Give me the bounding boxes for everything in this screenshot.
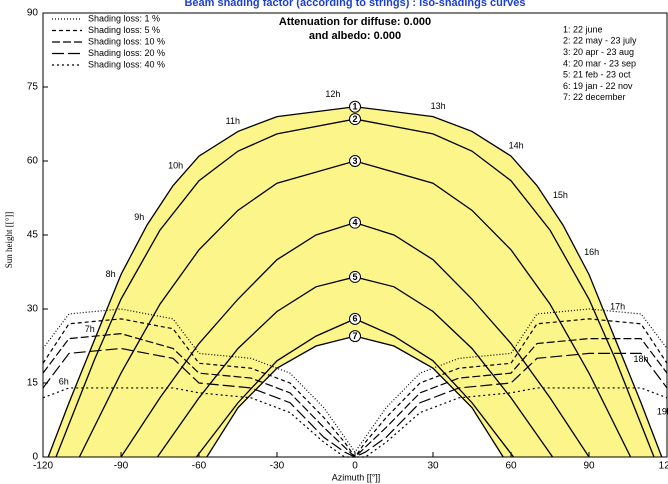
- y-tick-label: 0: [32, 452, 38, 463]
- date-legend-entry: 6: 19 jan - 22 nov: [563, 81, 633, 91]
- date-marker: [349, 312, 361, 325]
- hour-label: 11h: [226, 116, 240, 126]
- hour-label: 13h: [431, 101, 446, 111]
- hour-label: 10h: [168, 160, 183, 170]
- shading-curve: [42, 387, 668, 458]
- legend-box: [44, 14, 192, 78]
- hour-label: 18h: [633, 354, 648, 364]
- x-tick-label: 60: [505, 461, 517, 472]
- legend-label: Shading loss: 5 %: [88, 25, 160, 35]
- x-tick-label: 30: [427, 461, 439, 472]
- date-marker: [349, 216, 361, 229]
- y-tick-label: 15: [27, 378, 39, 389]
- y-tick-label: 45: [27, 230, 39, 241]
- x-axis-label: Azimuth [[°]]: [332, 472, 381, 482]
- subtitle: and albedo: 0.000: [309, 30, 401, 42]
- date-legend-entry: 2: 22 may - 23 july: [563, 36, 637, 46]
- date-marker: [349, 330, 361, 343]
- hour-label: 16h: [584, 247, 599, 257]
- date-marker-label: 7: [352, 331, 357, 341]
- date-marker-label: 6: [352, 314, 357, 324]
- date-marker: [349, 270, 361, 283]
- chart-title: Beam shading factor (according to string…: [184, 0, 525, 9]
- hour-label: 12h: [325, 89, 340, 99]
- x-tick-label: 90: [583, 461, 595, 472]
- subtitle: Attenuation for diffuse: 0.000: [279, 16, 431, 28]
- date-marker: [349, 100, 361, 113]
- date-marker: [349, 113, 361, 126]
- x-tick-label: -120: [33, 461, 53, 472]
- date-legend-entry: 3: 20 apr - 23 aug: [563, 47, 634, 57]
- date-legend-entry: 5: 21 feb - 23 oct: [563, 70, 631, 80]
- y-tick-label: 60: [27, 156, 39, 167]
- x-tick-label: 120: [659, 461, 668, 472]
- date-marker-label: 2: [352, 114, 357, 124]
- date-marker-label: 4: [352, 218, 357, 228]
- y-tick-label: 90: [27, 8, 39, 19]
- date-marker-label: 5: [352, 272, 357, 282]
- x-tick-label: -60: [192, 461, 207, 472]
- date-marker: [349, 155, 361, 167]
- legend-label: Shading loss: 20 %: [88, 48, 165, 58]
- legend-label: Shading loss: 1 %: [88, 13, 160, 23]
- hour-label: 7h: [85, 324, 95, 334]
- hour-label: 6h: [59, 376, 69, 386]
- hour-label: 14h: [509, 141, 524, 151]
- hour-label: 15h: [553, 190, 568, 200]
- hour-label: 8h: [106, 269, 116, 279]
- y-tick-label: 75: [27, 82, 39, 93]
- legend-label: Shading loss: 10 %: [88, 36, 165, 46]
- x-tick-label: -30: [270, 461, 285, 472]
- date-marker-label: 3: [352, 156, 357, 166]
- date-legend-entry: 1: 22 june: [563, 24, 603, 34]
- hour-label: 9h: [134, 212, 144, 222]
- date-legend-entry: 7: 22 december: [563, 92, 626, 102]
- shading-curve: [42, 347, 668, 458]
- legend-label: Shading loss: 40 %: [88, 59, 165, 69]
- x-tick-label: -90: [114, 461, 129, 472]
- hour-label: 19h: [657, 406, 668, 416]
- y-tick-label: 30: [27, 304, 39, 315]
- hour-label: 17h: [610, 301, 625, 311]
- x-tick-label: 0: [352, 461, 358, 472]
- date-marker-label: 1: [352, 102, 357, 112]
- date-legend-entry: 4: 20 mar - 23 sep: [563, 58, 636, 68]
- y-axis-label: Sun height [[°]]: [4, 212, 14, 269]
